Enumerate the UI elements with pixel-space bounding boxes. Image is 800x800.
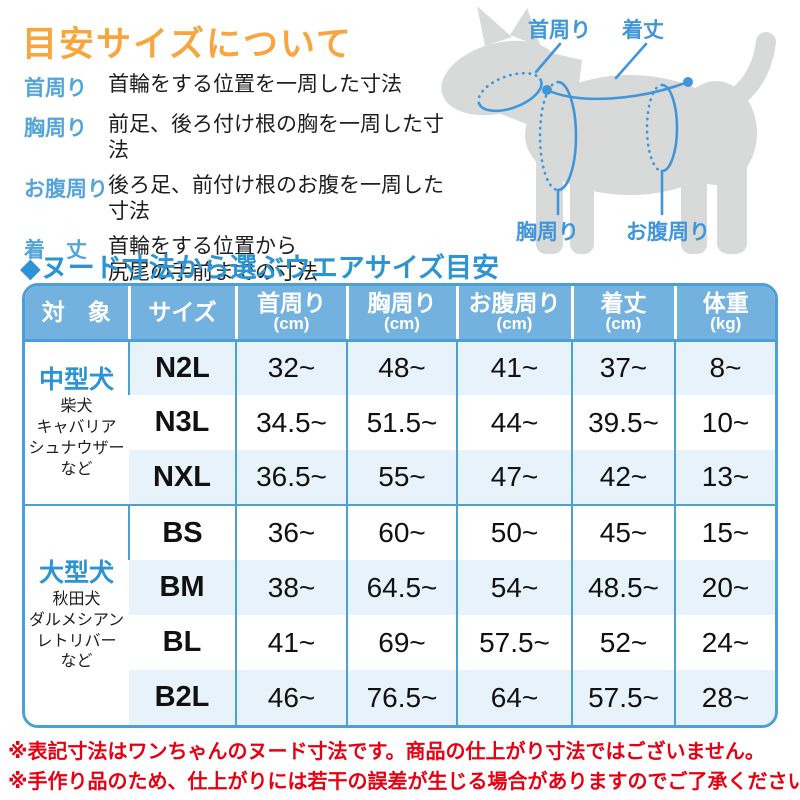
cell-length: 48.5~ — [571, 560, 675, 615]
cell-belly: 57.5~ — [456, 615, 572, 670]
cell-size: BL — [129, 615, 236, 670]
cell-chest: 55~ — [346, 450, 457, 505]
definition-desc: 首輪をする位置から 尻尾の手前までの寸法 — [108, 235, 318, 285]
table-row: B2L 46~ 76.5~ 64~ 57.5~ 28~ — [25, 670, 775, 725]
measurement-definitions: 首周り 首輪をする位置を一周した寸法 胸周り 前足、後ろ付け根の胸を一周した寸法… — [24, 72, 444, 296]
footnote-nude-size: ※表記寸法はワンちゃんのヌード寸法です。商品の仕上がり寸法ではございません。 — [8, 741, 765, 763]
definition-belly: お腹周り 後ろ足、前付け根のお腹を一周した寸法 — [24, 173, 444, 224]
table-row: BM 38~ 64.5~ 54~ 48.5~ 20~ — [25, 560, 775, 615]
cell-weight: 28~ — [674, 670, 775, 725]
cell-chest: 64.5~ — [346, 560, 457, 615]
cell-size: B2L — [129, 670, 236, 725]
cell-neck: 34.5~ — [235, 395, 347, 450]
header-chest: 胸周り (cm) — [345, 286, 457, 342]
neck-measure-ellipse — [477, 71, 543, 113]
cell-chest: 60~ — [346, 504, 457, 560]
definition-length: 着 丈 首輪をする位置から 尻尾の手前までの寸法 — [24, 234, 444, 285]
definition-term: 着 丈 — [24, 239, 87, 263]
cell-chest: 76.5~ — [346, 670, 457, 725]
belly-measure-ellipse-dotted — [645, 83, 664, 173]
length-leader-line — [614, 42, 648, 80]
cell-neck: 38~ — [235, 560, 347, 615]
cell-weight: 10~ — [674, 395, 775, 450]
header-belly: お腹周り (cm) — [455, 286, 572, 342]
cell-length: 52~ — [571, 615, 675, 670]
group-medium-dogs: 中型犬 柴犬 キャバリア シュナウザー など — [25, 340, 129, 505]
table-row: N3L 34.5~ 51.5~ 44~ 39.5~ 10~ — [25, 395, 775, 450]
dog-diagram-svg — [441, 6, 776, 254]
table-row: 中型犬 柴犬 キャバリア シュナウザー など N2L 32~ 48~ 41~ 3… — [25, 340, 775, 505]
cell-length: 42~ — [571, 450, 675, 505]
group-name: 大型犬 — [38, 558, 114, 587]
chest-measure-ellipse — [556, 80, 578, 192]
cell-belly: 41~ — [456, 340, 572, 395]
cell-neck: 36.5~ — [235, 450, 347, 505]
cell-neck: 32~ — [235, 340, 347, 395]
table-header-row: 対 象 サイズ 首周り (cm) 胸周り (cm) お腹周り (cm) 着丈 (cm) … — [25, 286, 775, 342]
group-breeds: 柴犬 キャバリア シュナウザー など — [28, 398, 125, 478]
cell-length: 57.5~ — [571, 670, 675, 725]
definition-chest: 胸周り 前足、後ろ付け根の胸を一周した寸法 — [24, 112, 444, 163]
header-neck: 首周り (cm) — [234, 286, 347, 342]
footnotes: ※表記寸法はワンちゃんのヌード寸法です。商品の仕上がり寸法ではございません。 ※… — [8, 737, 800, 797]
definition-desc: 前足、後ろ付け根の胸を一周した寸法 — [108, 113, 444, 162]
length-endpoint-dots — [542, 77, 693, 95]
cell-length: 37~ — [571, 340, 675, 395]
group-large-dogs: 大型犬 秋田犬 ダルメシアン レトリバー など — [25, 504, 129, 725]
definition-term: お腹周り — [24, 178, 108, 202]
cell-weight: 13~ — [674, 450, 775, 505]
diagram-label-neck: 首周り — [528, 19, 591, 42]
cell-weight: 20~ — [674, 560, 775, 615]
size-table-section-header: ◆ヌード寸法から選ぶウエアサイズ目安 — [20, 253, 499, 283]
table-row: NXL 36.5~ 55~ 47~ 42~ 13~ — [25, 450, 775, 505]
cell-length: 39.5~ — [571, 395, 675, 450]
length-measure-line — [545, 80, 690, 101]
definition-term: 首周り — [24, 77, 87, 100]
cell-belly: 47~ — [456, 450, 572, 505]
cell-neck: 41~ — [235, 615, 347, 670]
cell-size: BS — [128, 504, 236, 560]
header-weight: 体重 (kg) — [673, 286, 775, 342]
neck-leader-line — [534, 42, 562, 74]
chest-measure-ellipse-dotted — [538, 80, 560, 192]
definition-term: 胸周り — [24, 117, 87, 140]
size-table: 対 象 サイズ 首周り (cm) 胸周り (cm) お腹周り (cm) 着丈 (cm) … — [22, 283, 778, 728]
cell-weight: 24~ — [674, 615, 775, 670]
cell-size: NXL — [129, 450, 236, 505]
cell-belly: 50~ — [456, 504, 572, 560]
cell-neck: 46~ — [235, 670, 347, 725]
group-name: 中型犬 — [38, 366, 114, 395]
cell-chest: 51.5~ — [346, 395, 457, 450]
diagram-label-belly: お腹周り — [626, 221, 710, 244]
cell-belly: 64~ — [456, 670, 572, 725]
footnote-handmade: ※手作り品のため、仕上がりには若干の誤差が生じる場合がありますのでご了承ください… — [8, 771, 800, 793]
cell-size: BM — [129, 560, 236, 615]
definition-desc: 首輪をする位置を一周した寸法 — [108, 73, 402, 96]
cell-size: N3L — [129, 395, 236, 450]
cell-weight: 8~ — [674, 340, 775, 395]
definition-desc: 後ろ足、前付け根のお腹を一周した寸法 — [108, 174, 444, 223]
cell-chest: 69~ — [346, 615, 457, 670]
cell-chest: 48~ — [346, 340, 457, 395]
group-breeds: 秋田犬 ダルメシアン レトリバー など — [28, 590, 125, 671]
definition-neck: 首周り 首輪をする位置を一周した寸法 — [24, 72, 444, 102]
cell-belly: 44~ — [456, 395, 572, 450]
table-row: BL 41~ 69~ 57.5~ 52~ 24~ — [25, 615, 775, 670]
header-length: 着丈 (cm) — [570, 286, 675, 342]
dog-measurement-diagram: 首周り 着丈 胸周り お腹周り — [430, 0, 800, 268]
table-row: 大型犬 秋田犬 ダルメシアン レトリバー など BS 36~ 60~ 50~ 4… — [25, 504, 775, 725]
cell-belly: 54~ — [456, 560, 572, 615]
belly-measure-ellipse — [660, 83, 679, 173]
header-target: 対 象 — [25, 286, 129, 342]
cell-weight: 15~ — [674, 504, 775, 560]
diagram-label-length: 着丈 — [622, 19, 664, 42]
cell-size: N2L — [128, 340, 236, 395]
dog-silhouette — [441, 6, 776, 254]
header-size: サイズ — [127, 286, 236, 342]
page-title: 目安サイズについて — [22, 25, 353, 64]
cell-neck: 36~ — [235, 504, 347, 560]
cell-length: 45~ — [571, 504, 675, 560]
diagram-label-chest: 胸周り — [516, 221, 579, 244]
